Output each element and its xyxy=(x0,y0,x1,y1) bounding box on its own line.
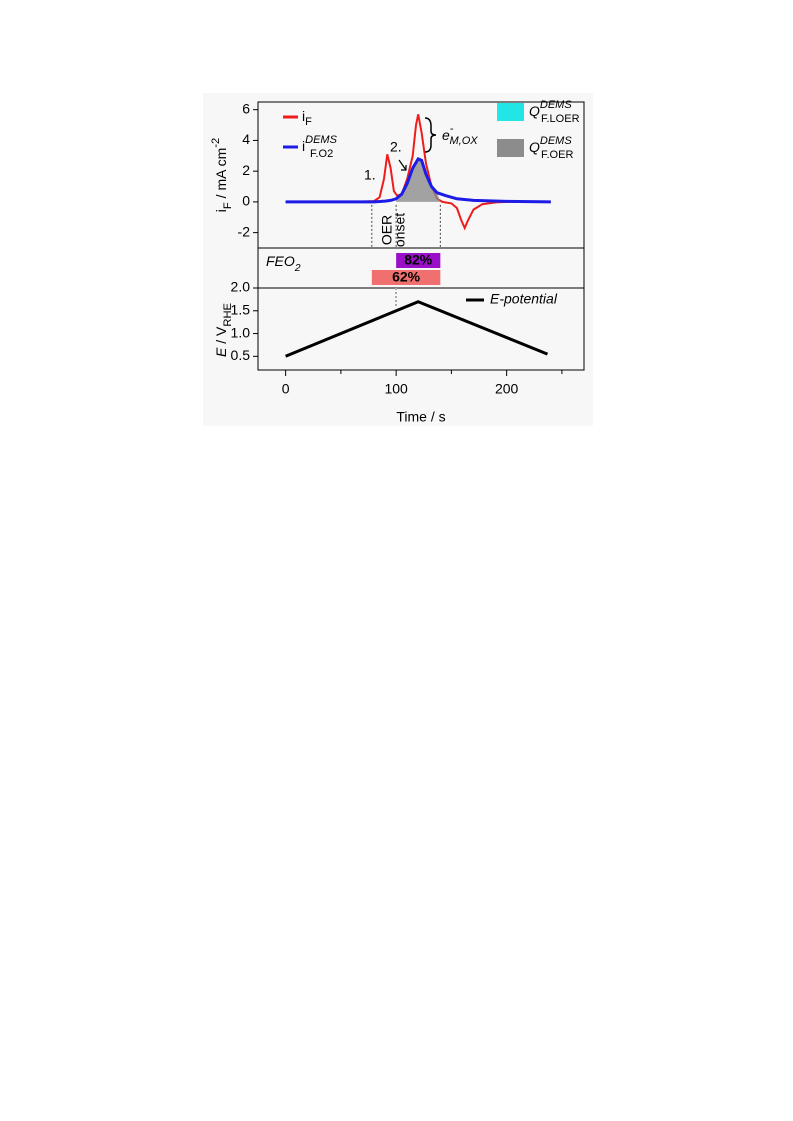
y-tick-label: 4 xyxy=(242,131,250,147)
fe-bar xyxy=(396,253,441,268)
legend-part: F.O2 xyxy=(310,148,333,160)
x-tick-label: 100 xyxy=(384,381,408,397)
y-axis-label-part: / V xyxy=(213,326,229,348)
y-tick-label: 1.5 xyxy=(231,301,251,317)
annotation: onset xyxy=(392,213,408,247)
panel-label-part: FEO xyxy=(266,253,295,269)
y-axis-label-part: i xyxy=(213,209,229,212)
x-tick-label: 0 xyxy=(282,381,290,397)
y-axis-label: iF / mA cm-2 xyxy=(210,138,234,212)
legend-part: Q xyxy=(529,103,540,119)
annotation: OER xyxy=(379,215,395,245)
y-tick-label: 6 xyxy=(242,100,250,116)
legend-part: DEMS xyxy=(540,99,572,111)
annotation-part: M,OX xyxy=(449,135,478,147)
legend-part: Q xyxy=(529,139,540,155)
series-line xyxy=(285,156,551,204)
series-line xyxy=(285,300,549,358)
series-line xyxy=(285,114,551,231)
legend-label: iDEMS F.O2 xyxy=(302,134,338,160)
y-tick-label: 0 xyxy=(242,193,250,209)
panel-label: FEO2 xyxy=(266,253,301,274)
legend-part: i xyxy=(302,108,305,124)
legend-part: F xyxy=(305,116,312,128)
q-oer-area xyxy=(396,158,441,202)
annotation-arrow xyxy=(398,159,407,171)
legend-part: F.OER xyxy=(541,149,573,161)
y-tick-label: -2 xyxy=(238,223,251,239)
y-axis-label-part: / mA cm xyxy=(213,148,229,202)
y-axis-label-part: RHE xyxy=(222,303,234,327)
annotation-part: - xyxy=(450,123,454,135)
legend-part: DEMS xyxy=(540,135,572,147)
legend-part: DEMS xyxy=(305,134,337,146)
fe-bar xyxy=(371,270,441,285)
legend-part: F.LOER xyxy=(541,113,580,125)
fe-label: 82% xyxy=(404,252,433,268)
legend-label: QDEMS F.LOER xyxy=(529,99,580,125)
y-tick-label: 2.0 xyxy=(231,279,251,295)
y-axis-label: E / VRHE xyxy=(213,303,234,357)
y-axis-label-part: E xyxy=(213,347,229,357)
panel-label-part: 2 xyxy=(294,262,301,274)
y-tick-label: 1.0 xyxy=(231,324,251,340)
x-axis-label: Time / s xyxy=(396,409,445,425)
x-tick-label: 200 xyxy=(495,381,519,397)
y-tick-label: 0.5 xyxy=(231,347,251,363)
annotation: 1. xyxy=(364,167,376,183)
y-axis-label-part: F xyxy=(222,202,234,209)
y-tick-label: 2 xyxy=(242,162,250,178)
legend-label: QDEMS F.OER xyxy=(529,135,573,161)
fe-label: 62% xyxy=(392,269,421,285)
legend-part: i xyxy=(302,138,305,154)
annotation-part: e xyxy=(442,127,450,143)
legend-label: E-potential xyxy=(490,291,558,307)
legend-swatch xyxy=(497,139,524,157)
legend-swatch xyxy=(497,103,524,121)
y-axis-label-part: -2 xyxy=(210,138,222,148)
panel-frame xyxy=(257,287,585,371)
annotation-brace xyxy=(424,117,437,153)
legend-label: iF xyxy=(302,108,312,128)
annotation: e-M,OX xyxy=(442,123,478,147)
annotation: 2. xyxy=(390,139,402,155)
